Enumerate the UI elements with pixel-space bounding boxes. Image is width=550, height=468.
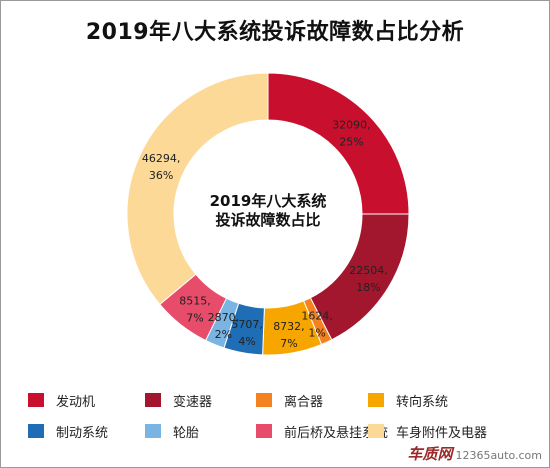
slice-label-value-2: 1624, [301, 309, 333, 322]
center-label-line-1: 2019年八大系统 [210, 192, 327, 210]
slice-label-pct-0: 25% [339, 136, 363, 149]
legend-item-2: 离合器 [256, 390, 323, 410]
watermark-brand: 车质网 [407, 445, 453, 463]
legend-swatch [256, 393, 272, 407]
legend-swatch [145, 424, 161, 438]
center-label-line-2: 投诉故障数占比 [215, 211, 320, 229]
legend-swatch [28, 393, 44, 407]
legend-item-0: 发动机 [28, 390, 95, 410]
legend-item-4: 制动系统 [28, 421, 108, 441]
slice-label-pct-4: 4% [238, 335, 255, 348]
donut-slice-7 [126, 72, 269, 306]
legend-label: 前后桥及悬挂系统 [284, 425, 389, 441]
slice-label-value-0: 32090, [332, 119, 371, 132]
slice-label-2: 1624, 1% [301, 309, 333, 339]
slice-label-value-3: 8732, [273, 320, 305, 333]
slice-label-6: 8515, 7% [179, 295, 211, 325]
chart-title: 2019年八大系统投诉故障数占比分析 [85, 20, 465, 45]
slice-label-pct-5: 2% [215, 328, 232, 341]
slice-label-7: 46294, 36% [142, 152, 181, 182]
slice-label-pct-1: 18% [356, 281, 380, 294]
slice-label-1: 22504, 18% [349, 264, 388, 294]
legend-swatch [368, 424, 384, 438]
slice-label-value-1: 22504, [349, 264, 388, 277]
slice-label-pct-3: 7% [280, 337, 297, 350]
legend-label: 发动机 [56, 394, 96, 410]
legend-label: 变速器 [173, 394, 213, 410]
slice-label-pct-2: 1% [308, 326, 325, 339]
legend-label: 轮胎 [173, 425, 200, 441]
slice-label-0: 32090, 25% [332, 119, 371, 149]
slice-label-pct-6: 7% [186, 312, 203, 325]
slice-label-value-5: 2870, [208, 311, 240, 324]
watermark: 车质网 12365auto.com [407, 443, 542, 464]
legend-label: 离合器 [284, 394, 324, 410]
slice-label-3: 8732, 7% [273, 320, 305, 350]
legend-item-5: 轮胎 [145, 421, 199, 441]
legend-label: 制动系统 [56, 425, 109, 441]
legend-item-7: 车身附件及电器 [368, 421, 487, 441]
slice-label-5: 2870, 2% [208, 311, 240, 341]
legend-item-6: 前后桥及悬挂系统 [256, 421, 388, 441]
slice-label-pct-7: 36% [149, 169, 173, 182]
legend-item-3: 转向系统 [368, 390, 448, 410]
watermark-url: 12365auto.com [455, 449, 542, 462]
legend-item-1: 变速器 [145, 390, 212, 410]
slice-label-value-7: 46294, [142, 152, 181, 165]
legend-label: 转向系统 [396, 394, 449, 410]
legend-swatch [368, 393, 384, 407]
slice-label-value-6: 8515, [179, 295, 211, 308]
legend-swatch [28, 424, 44, 438]
legend-label: 车身附件及电器 [396, 425, 488, 441]
legend-swatch [145, 393, 161, 407]
legend-swatch [256, 424, 272, 438]
slice-label-value-4: 5707, [231, 318, 263, 331]
slice-label-4: 5707, 4% [231, 318, 263, 348]
